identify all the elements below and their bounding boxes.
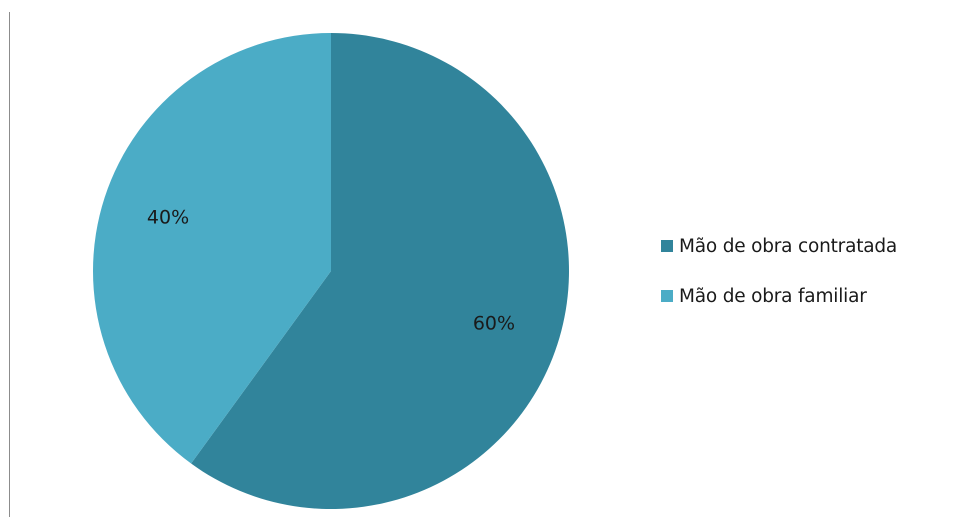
pie-slice-familiar (92, 33, 331, 464)
legend-swatch-familiar (661, 290, 673, 302)
pie-slice-contratada (191, 33, 569, 509)
legend-item-familiar: Mão de obra familiar (661, 282, 897, 310)
data-label-contratada: 60% (473, 312, 515, 334)
pie-data-labels: 60% 40% (147, 207, 515, 335)
legend: Mão de obra contratada Mão de obra famil… (661, 232, 897, 332)
legend-swatch-contratada (661, 240, 673, 252)
legend-label-familiar: Mão de obra familiar (679, 285, 867, 307)
pie-slices (92, 33, 569, 509)
data-label-familiar: 40% (147, 207, 189, 229)
legend-label-contratada: Mão de obra contratada (679, 235, 898, 257)
legend-item-contratada: Mão de obra contratada (661, 232, 897, 260)
plot-frame-line (9, 12, 10, 517)
